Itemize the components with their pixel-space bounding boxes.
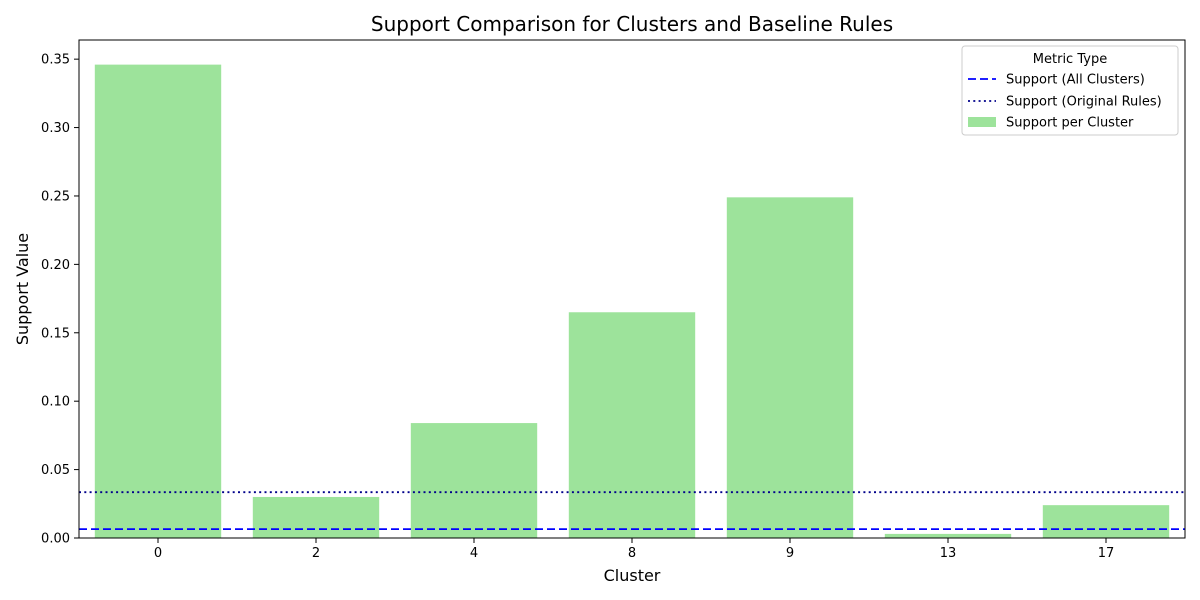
legend-entry-label: Support per Cluster	[1006, 116, 1134, 131]
x-tick-label: 13	[940, 546, 957, 561]
y-tick-label: 0.10	[41, 395, 70, 410]
x-tick-label: 17	[1098, 546, 1115, 561]
legend-entry-label: Support (Original Rules)	[1006, 95, 1162, 110]
y-tick-label: 0.35	[41, 53, 70, 68]
bar-cluster-9	[726, 197, 854, 538]
bar-cluster-0	[94, 64, 222, 538]
bar-cluster-4	[410, 423, 538, 538]
x-axis-label: Cluster	[604, 566, 661, 585]
y-axis-label: Support Value	[13, 233, 32, 345]
plot-area: 0.00 0.05 0.10 0.15 0.20 0.25 0.30 0.35 0 2 4 8 9 13 1…	[41, 39, 1186, 561]
legend-title: Metric Type	[1033, 52, 1107, 67]
bar-cluster-17	[1042, 505, 1170, 538]
legend-entry-label: Support (All Clusters)	[1006, 73, 1145, 88]
legend-box	[961, 45, 1179, 136]
bar-cluster-13	[884, 533, 1012, 538]
legend: Metric Type Support (All Clusters) Support…	[961, 45, 1179, 136]
y-tick-label: 0.20	[41, 258, 70, 273]
x-tick-label: 0	[154, 546, 162, 561]
x-tick-label: 9	[786, 546, 794, 561]
bar-cluster-2	[252, 496, 380, 538]
x-tick-label: 8	[628, 546, 636, 561]
bar-cluster-8	[568, 312, 696, 538]
y-tick-label: 0.25	[41, 189, 70, 204]
y-tick-label: 0.00	[41, 532, 70, 547]
x-tick-label: 4	[470, 546, 478, 561]
chart-title: Support Comparison for Clusters and Base…	[371, 12, 893, 36]
y-tick-label: 0.15	[41, 326, 70, 341]
y-tick-label: 0.30	[41, 121, 70, 136]
y-tick-label: 0.05	[41, 463, 70, 478]
legend-swatch-bar	[968, 117, 996, 127]
x-tick-label: 2	[312, 546, 320, 561]
